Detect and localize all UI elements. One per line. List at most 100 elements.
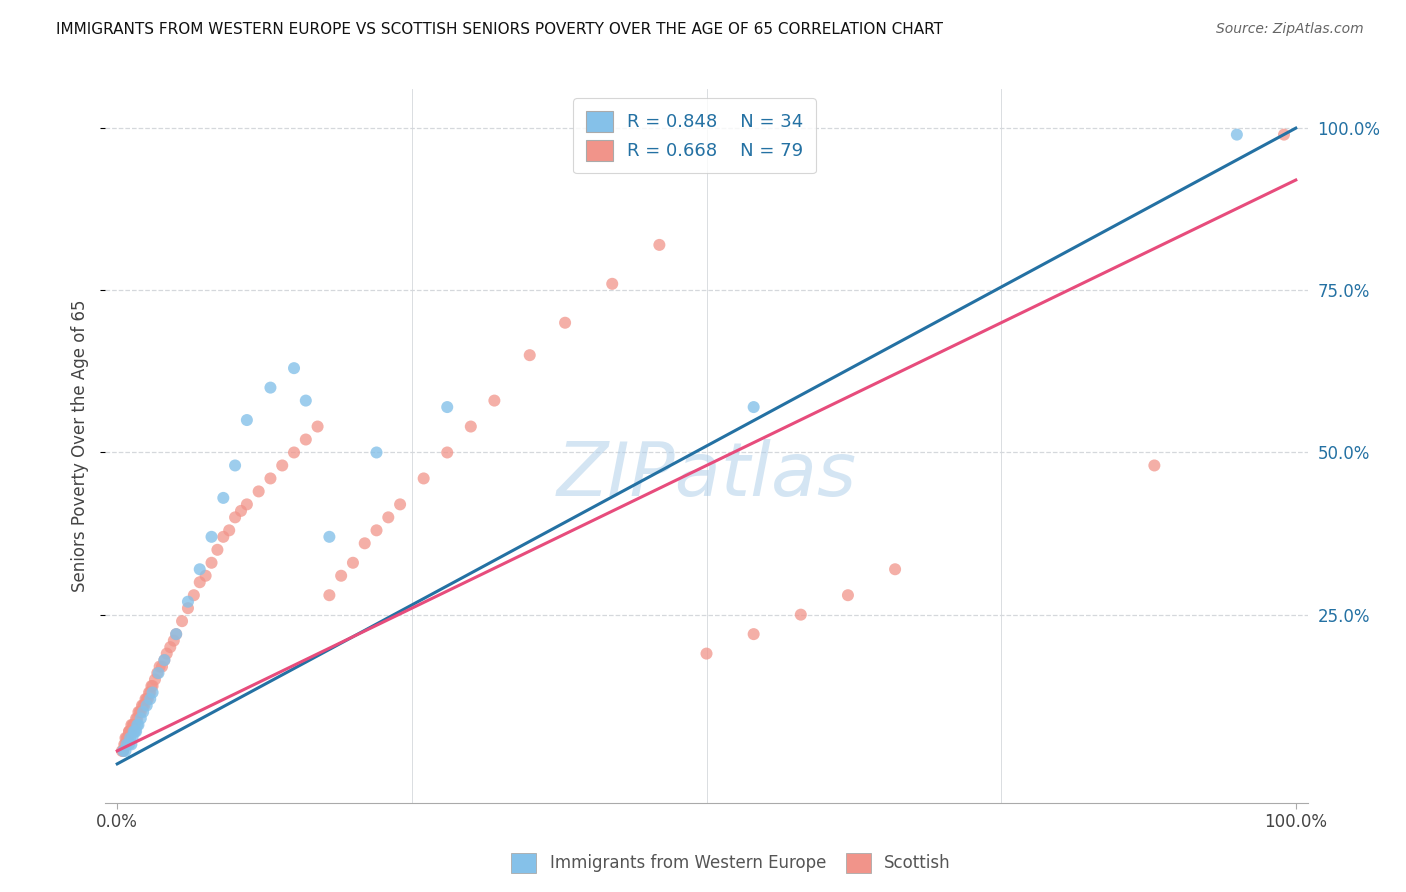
Point — [131, 698, 153, 713]
Point — [117, 731, 139, 745]
Point — [118, 724, 141, 739]
Point — [224, 510, 246, 524]
Point — [236, 413, 259, 427]
Point — [142, 679, 165, 693]
Point — [229, 504, 252, 518]
Point — [318, 588, 340, 602]
Point — [135, 692, 157, 706]
Point — [742, 400, 765, 414]
Point — [366, 524, 388, 538]
Point — [128, 705, 150, 719]
Point — [183, 588, 205, 602]
Point — [135, 698, 157, 713]
Point — [121, 718, 143, 732]
Point — [120, 724, 142, 739]
Point — [115, 738, 138, 752]
Point — [177, 595, 200, 609]
Point — [295, 393, 318, 408]
Point — [136, 692, 159, 706]
Point — [112, 744, 135, 758]
Point — [121, 731, 143, 745]
Point — [125, 711, 148, 725]
Point — [212, 491, 235, 505]
Y-axis label: Seniors Poverty Over the Age of 65: Seniors Poverty Over the Age of 65 — [72, 300, 90, 592]
Point — [600, 277, 623, 291]
Point — [114, 731, 136, 745]
Legend: R = 0.848    N = 34, R = 0.668    N = 79: R = 0.848 N = 34, R = 0.668 N = 79 — [574, 98, 815, 173]
Point — [436, 445, 458, 459]
Point — [648, 238, 671, 252]
Point — [188, 562, 211, 576]
Point — [139, 692, 162, 706]
Point — [412, 471, 434, 485]
Point — [236, 497, 259, 511]
Point — [129, 711, 152, 725]
Point — [143, 673, 166, 687]
Point — [149, 659, 172, 673]
Point — [307, 419, 329, 434]
Point — [129, 705, 152, 719]
Point — [377, 510, 399, 524]
Point — [353, 536, 375, 550]
Point — [484, 393, 506, 408]
Point — [259, 381, 281, 395]
Point — [127, 718, 149, 732]
Point — [112, 744, 135, 758]
Point — [318, 530, 340, 544]
Point — [366, 445, 388, 459]
Point — [696, 647, 718, 661]
Point — [170, 614, 193, 628]
Point — [271, 458, 294, 473]
Point — [122, 718, 145, 732]
Point — [295, 433, 318, 447]
Point — [114, 744, 136, 758]
Point — [188, 575, 211, 590]
Point — [200, 530, 222, 544]
Point — [150, 659, 173, 673]
Point — [247, 484, 270, 499]
Point — [259, 471, 281, 485]
Point — [120, 724, 142, 739]
Text: IMMIGRANTS FROM WESTERN EUROPE VS SCOTTISH SENIORS POVERTY OVER THE AGE OF 65 CO: IMMIGRANTS FROM WESTERN EUROPE VS SCOTTI… — [56, 22, 943, 37]
Point — [1272, 128, 1295, 142]
Text: Source: ZipAtlas.com: Source: ZipAtlas.com — [1216, 22, 1364, 37]
Point — [218, 524, 240, 538]
Point — [790, 607, 813, 622]
Point — [153, 653, 176, 667]
Point — [125, 724, 148, 739]
Point — [156, 647, 179, 661]
Point — [135, 692, 157, 706]
Point — [139, 685, 162, 699]
Point — [124, 724, 146, 739]
Point — [837, 588, 859, 602]
Point — [884, 562, 907, 576]
Point — [460, 419, 482, 434]
Point — [118, 738, 141, 752]
Point — [177, 601, 200, 615]
Point — [742, 627, 765, 641]
Point — [115, 731, 138, 745]
Point — [127, 711, 149, 725]
Point — [146, 666, 169, 681]
Point — [436, 400, 458, 414]
Point — [122, 724, 145, 739]
Point — [153, 653, 176, 667]
Point — [283, 445, 305, 459]
Point — [224, 458, 246, 473]
Point — [120, 738, 142, 752]
Point — [132, 705, 155, 719]
Point — [132, 698, 155, 713]
Point — [330, 568, 353, 582]
Point — [165, 627, 187, 641]
Point — [519, 348, 541, 362]
Point — [112, 738, 135, 752]
Point — [194, 568, 217, 582]
Point — [200, 556, 222, 570]
Point — [159, 640, 181, 654]
Legend: Immigrants from Western Europe, Scottish: Immigrants from Western Europe, Scottish — [505, 847, 957, 880]
Point — [134, 698, 156, 713]
Point — [120, 731, 142, 745]
Point — [212, 530, 235, 544]
Point — [163, 633, 186, 648]
Point — [165, 627, 187, 641]
